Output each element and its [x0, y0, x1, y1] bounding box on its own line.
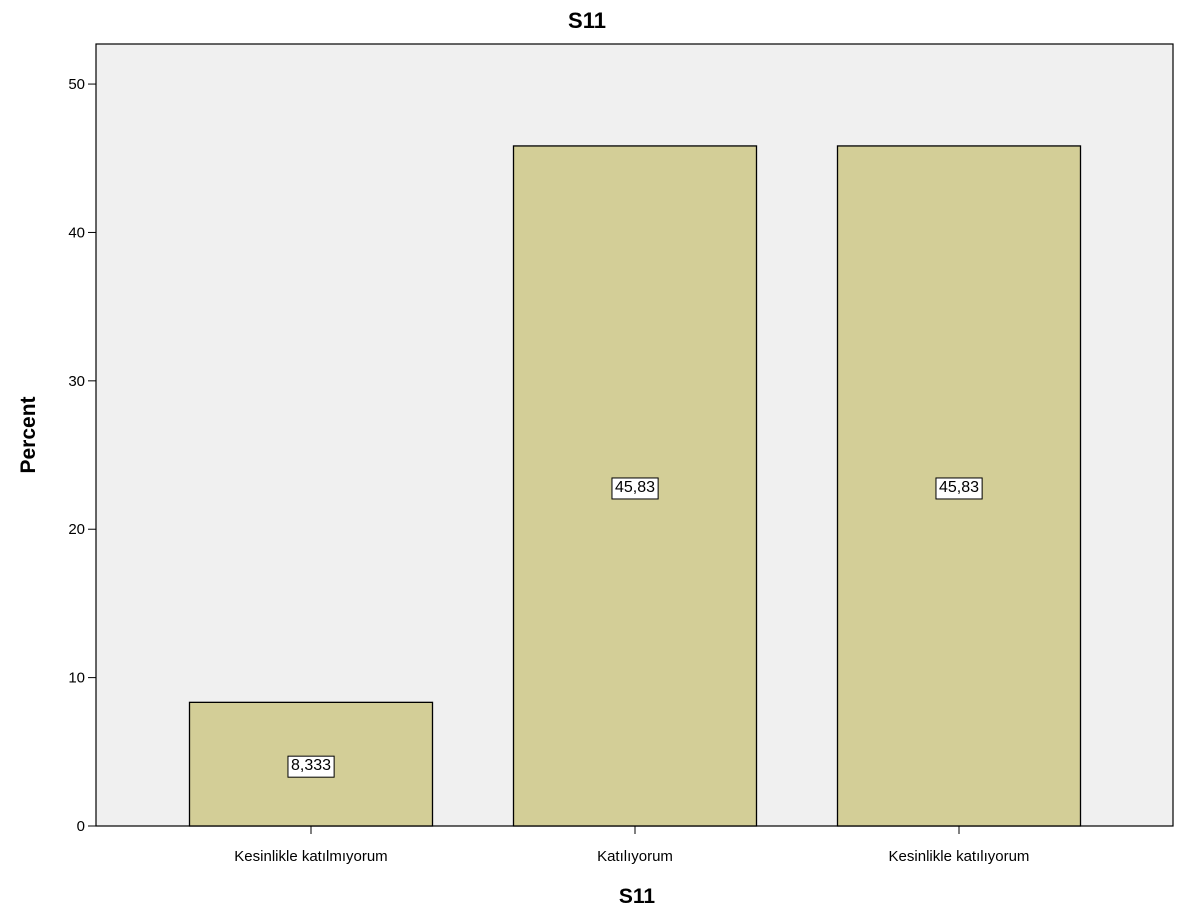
data-label-text: 8,333 [291, 757, 331, 774]
x-tick-label: Katılıyorum [597, 848, 673, 865]
data-label: 45,83 [611, 477, 659, 500]
x-tick-label: Kesinlikle katılmıyorum [234, 848, 387, 865]
y-tick-label: 40 [68, 224, 85, 241]
y-tick-label: 10 [68, 670, 85, 687]
y-tick-label: 20 [68, 521, 85, 538]
data-label-text: 45,83 [939, 479, 979, 496]
y-axis-title: Percent [17, 396, 40, 473]
data-label: 8,333 [287, 755, 335, 778]
x-axis-title: S11 [619, 885, 656, 908]
data-label-box [935, 477, 983, 500]
x-tick-label: Kesinlikle katılıyorum [889, 848, 1030, 865]
data-label-box [611, 477, 659, 500]
y-tick-label: 0 [77, 818, 85, 835]
y-tick-label: 30 [68, 373, 85, 390]
data-label-text: 45,83 [615, 479, 655, 496]
data-labels-layer: 8,333 45,83 45,83 [287, 477, 983, 778]
y-tick-label: 50 [68, 76, 85, 93]
y-axis: 0 10 20 30 40 50 [68, 76, 96, 835]
x-axis: Kesinlikle katılmıyorum Katılıyorum Kesinl… [234, 826, 1029, 865]
data-label-box [287, 755, 335, 778]
data-label: 45,83 [935, 477, 983, 500]
chart-title: S11 [568, 8, 606, 33]
